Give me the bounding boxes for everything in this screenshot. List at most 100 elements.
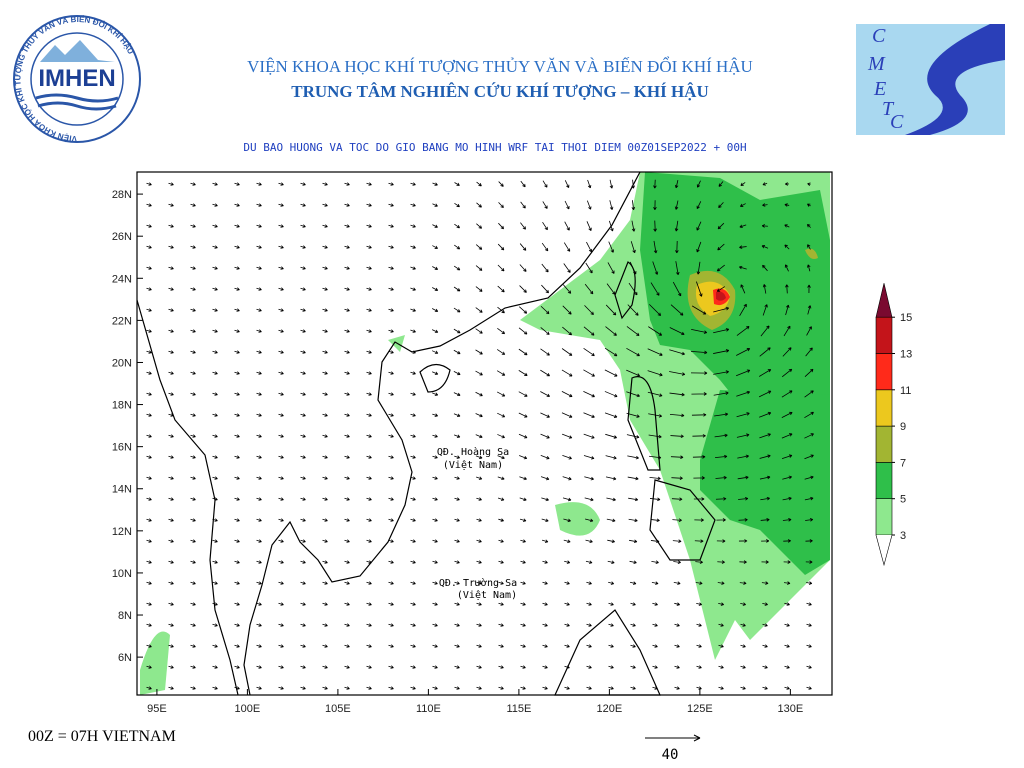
wind-arrow xyxy=(366,602,372,606)
wind-arrow xyxy=(804,390,814,398)
wind-arrow xyxy=(410,329,416,333)
wind-arrow xyxy=(717,581,725,585)
wind-arrow xyxy=(736,326,750,336)
wind-arrow xyxy=(212,455,218,459)
wind-arrow xyxy=(388,350,394,354)
wind-arrow xyxy=(540,433,550,439)
wind-arrow xyxy=(256,329,262,333)
wind-arrow xyxy=(583,455,595,460)
wind-arrow xyxy=(476,497,482,501)
wind-arrow xyxy=(300,329,306,333)
wind-arrow xyxy=(649,476,661,481)
wind-arrow xyxy=(344,392,350,396)
wind-arrow xyxy=(605,326,617,336)
wind-arrow xyxy=(519,455,528,460)
wind-arrow xyxy=(410,686,416,690)
wind-arrow xyxy=(519,285,527,293)
wind-arrow xyxy=(432,413,438,417)
wind-arrow xyxy=(432,686,438,690)
wind-arrow xyxy=(713,391,729,396)
wind-arrow xyxy=(322,560,328,564)
wind-arrow xyxy=(344,224,350,228)
wind-arrow xyxy=(652,623,658,627)
wind-arrow xyxy=(520,581,526,585)
wind-arrow xyxy=(322,602,328,606)
wind-arrow xyxy=(562,305,572,315)
wind-arrow xyxy=(256,644,262,648)
wind-arrow xyxy=(322,413,328,417)
wind-arrow xyxy=(322,623,328,627)
wind-arrow xyxy=(344,266,350,270)
wind-arrow xyxy=(322,539,328,543)
wind-arrow xyxy=(256,560,262,564)
wind-arrow xyxy=(498,602,504,606)
wind-shade xyxy=(716,291,726,301)
wind-arrow xyxy=(673,560,681,564)
wind-arrow xyxy=(212,203,218,207)
wind-arrow xyxy=(718,181,724,187)
wind-arrow xyxy=(278,224,284,228)
wind-arrow xyxy=(344,623,350,627)
wind-arrow xyxy=(410,203,416,207)
wind-arrow xyxy=(212,329,218,333)
wind-arrow xyxy=(692,434,706,438)
wind-arrow xyxy=(322,371,328,375)
wind-arrow xyxy=(146,581,152,585)
wind-arrow xyxy=(497,412,506,418)
wind-arrow xyxy=(410,560,416,564)
wind-arrow xyxy=(168,497,174,501)
wind-arrow xyxy=(344,560,350,564)
wind-arrow xyxy=(607,560,615,564)
wind-arrow xyxy=(168,266,174,270)
wind-arrow xyxy=(278,182,284,186)
wind-arrow xyxy=(234,644,240,648)
wind-arrow xyxy=(366,434,372,438)
wind-arrow xyxy=(696,201,702,210)
wind-arrow xyxy=(146,266,152,270)
wind-arrow xyxy=(518,327,528,335)
wind-arrow xyxy=(146,623,152,627)
wind-arrow xyxy=(212,182,218,186)
y-tick-label: 16N xyxy=(112,442,132,454)
wind-arrow xyxy=(804,496,814,501)
wind-arrow xyxy=(388,686,394,690)
wind-arrow xyxy=(300,371,306,375)
wind-arrow xyxy=(541,539,549,543)
wind-arrow xyxy=(410,392,416,396)
wind-arrow xyxy=(278,266,284,270)
wind-arrow xyxy=(519,243,527,251)
wind-arrow xyxy=(256,476,262,480)
wind-arrow xyxy=(762,686,768,690)
wind-arrow xyxy=(626,369,641,377)
wind-arrow xyxy=(604,347,618,357)
wind-arrow xyxy=(759,347,771,357)
wind-arrow xyxy=(212,539,218,543)
wind-arrow xyxy=(388,245,394,249)
wind-arrow xyxy=(542,560,548,564)
reference-label: 40 xyxy=(662,747,679,763)
wind-arrow xyxy=(278,518,284,522)
wind-arrow xyxy=(716,264,725,272)
wind-arrow xyxy=(146,224,152,228)
wind-arrow xyxy=(519,497,527,502)
colorbar-label: 15 xyxy=(900,312,912,324)
wind-arrow xyxy=(322,182,328,186)
wind-arrow xyxy=(454,602,460,606)
wind-arrow xyxy=(807,244,811,250)
wind-arrow xyxy=(190,644,196,648)
wind-arrow xyxy=(692,455,706,459)
wind-arrow xyxy=(718,644,724,648)
wind-arrow xyxy=(256,581,262,585)
wind-arrow xyxy=(498,222,505,230)
wind-arrow xyxy=(234,413,240,417)
colorbar-label: 9 xyxy=(900,421,906,433)
y-tick-label: 18N xyxy=(112,400,132,412)
y-tick-label: 10N xyxy=(112,568,132,580)
wind-arrow xyxy=(675,261,680,276)
wind-arrow xyxy=(631,179,635,189)
wind-arrow xyxy=(476,644,482,648)
wind-arrow xyxy=(781,390,793,398)
wind-arrow xyxy=(256,665,262,669)
wind-arrow xyxy=(476,581,482,585)
wind-arrow xyxy=(453,328,461,334)
